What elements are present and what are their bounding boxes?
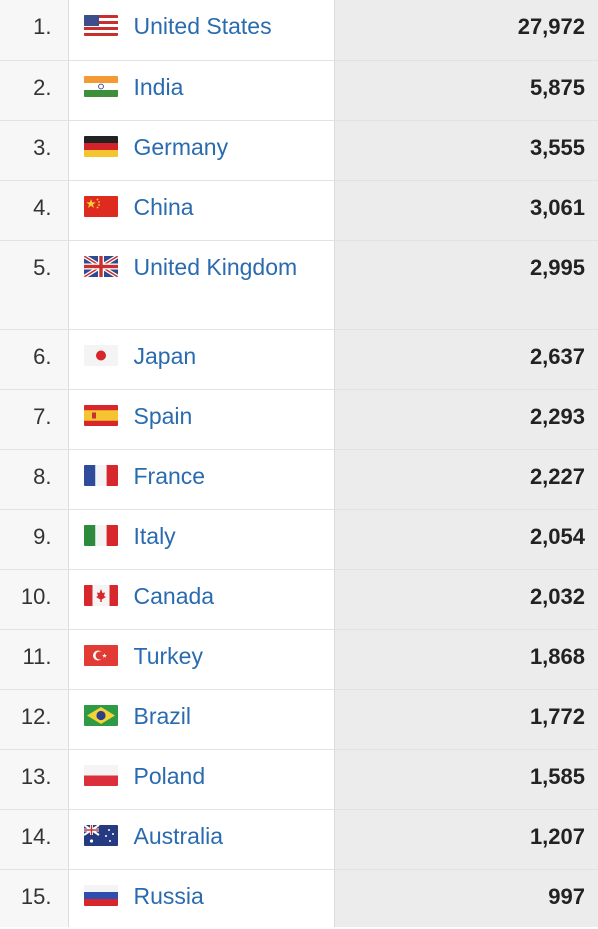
rank-cell: 15.: [0, 869, 69, 927]
japan-flag-icon: [83, 344, 118, 366]
value-cell: 3,061: [334, 180, 598, 241]
country-link[interactable]: Russia: [133, 882, 204, 909]
table-row: 8. France 2,227: [0, 449, 598, 510]
rank-cell: 11.: [0, 629, 69, 690]
rank-cell: 3.: [0, 120, 69, 181]
value-cell: 1,868: [334, 629, 598, 690]
country-link[interactable]: United Kingdom: [133, 253, 298, 280]
rank-cell: 14.: [0, 809, 69, 870]
australia-flag-icon: [83, 824, 118, 846]
country-link[interactable]: Germany: [133, 133, 229, 160]
country-cell: Poland: [68, 749, 335, 810]
value-cell: 27,972: [334, 0, 598, 61]
country-cell: Germany: [68, 120, 335, 181]
brazil-flag-icon: [83, 704, 118, 726]
rank-cell: 9.: [0, 509, 69, 570]
country-link[interactable]: Japan: [133, 342, 197, 369]
country-cell: France: [68, 449, 335, 510]
country-cell: India: [68, 60, 335, 121]
country-cell: Australia: [68, 809, 335, 870]
china-flag-icon: [83, 195, 118, 217]
russia-flag-icon: [83, 884, 118, 906]
table-row: 3. Germany 3,555: [0, 120, 598, 181]
india-flag-icon: [83, 75, 118, 97]
spain-flag-icon: [83, 404, 118, 426]
france-flag-icon: [83, 464, 118, 486]
table-row: 6. Japan 2,637: [0, 329, 598, 390]
rank-cell: 8.: [0, 449, 69, 510]
country-link[interactable]: Spain: [133, 402, 193, 429]
table-row: 14.: [0, 809, 598, 870]
value-cell: 2,227: [334, 449, 598, 510]
rank-cell: 13.: [0, 749, 69, 810]
rank-cell: 2.: [0, 60, 69, 121]
country-link[interactable]: France: [133, 462, 206, 489]
table-row: 1. United States 27,972: [0, 0, 598, 61]
value-cell: 997: [334, 869, 598, 927]
rank-cell: 5.: [0, 240, 69, 330]
poland-flag-icon: [83, 764, 118, 786]
country-cell: United Kingdom: [68, 240, 335, 330]
value-cell: 2,995: [334, 240, 598, 330]
country-link[interactable]: Australia: [133, 822, 223, 849]
rank-cell: 7.: [0, 389, 69, 450]
value-cell: 2,054: [334, 509, 598, 570]
country-link[interactable]: India: [133, 73, 184, 100]
value-cell: 1,207: [334, 809, 598, 870]
uk-flag-icon: [83, 255, 118, 277]
table-row: 13. Poland 1,585: [0, 749, 598, 810]
country-link[interactable]: Canada: [133, 582, 215, 609]
table-row: 9. Italy 2,054: [0, 509, 598, 570]
table-row: 7. Spain 2,293: [0, 389, 598, 450]
turkey-flag-icon: [83, 644, 118, 666]
country-link[interactable]: China: [133, 193, 194, 220]
value-cell: 1,772: [334, 689, 598, 750]
country-link[interactable]: Poland: [133, 762, 206, 789]
table-row: 10. Canada 2,032: [0, 569, 598, 630]
table-row: 5. United Kingdom 2,995: [0, 240, 598, 330]
country-cell: Canada: [68, 569, 335, 630]
rank-cell: 12.: [0, 689, 69, 750]
country-link[interactable]: Brazil: [133, 702, 192, 729]
country-cell: Brazil: [68, 689, 335, 750]
table-row: 2. India 5,875: [0, 60, 598, 121]
value-cell: 2,637: [334, 329, 598, 390]
us-flag-icon: [83, 15, 118, 36]
table-row: 15. Russia 997: [0, 869, 598, 927]
country-cell: Italy: [68, 509, 335, 570]
country-cell: Spain: [68, 389, 335, 450]
country-cell: Turkey: [68, 629, 335, 690]
rank-cell: 6.: [0, 329, 69, 390]
table-row: 12. Brazil 1,772: [0, 689, 598, 750]
rank-cell: 1.: [0, 0, 69, 61]
canada-flag-icon: [83, 584, 118, 606]
country-cell: United States: [68, 0, 335, 61]
value-cell: 3,555: [334, 120, 598, 181]
rank-cell: 4.: [0, 180, 69, 241]
country-cell: Russia: [68, 869, 335, 927]
country-cell: Japan: [68, 329, 335, 390]
country-link[interactable]: Italy: [133, 522, 176, 549]
value-cell: 1,585: [334, 749, 598, 810]
value-cell: 5,875: [334, 60, 598, 121]
table-row: 4. China 3,061: [0, 180, 598, 241]
country-link[interactable]: United States: [133, 13, 272, 39]
italy-flag-icon: [83, 524, 118, 546]
germany-flag-icon: [83, 135, 118, 157]
rank-cell: 10.: [0, 569, 69, 630]
value-cell: 2,032: [334, 569, 598, 630]
table-row: 11. Turkey 1,868: [0, 629, 598, 690]
country-link[interactable]: Turkey: [133, 642, 203, 669]
value-cell: 2,293: [334, 389, 598, 450]
country-cell: China: [68, 180, 335, 241]
